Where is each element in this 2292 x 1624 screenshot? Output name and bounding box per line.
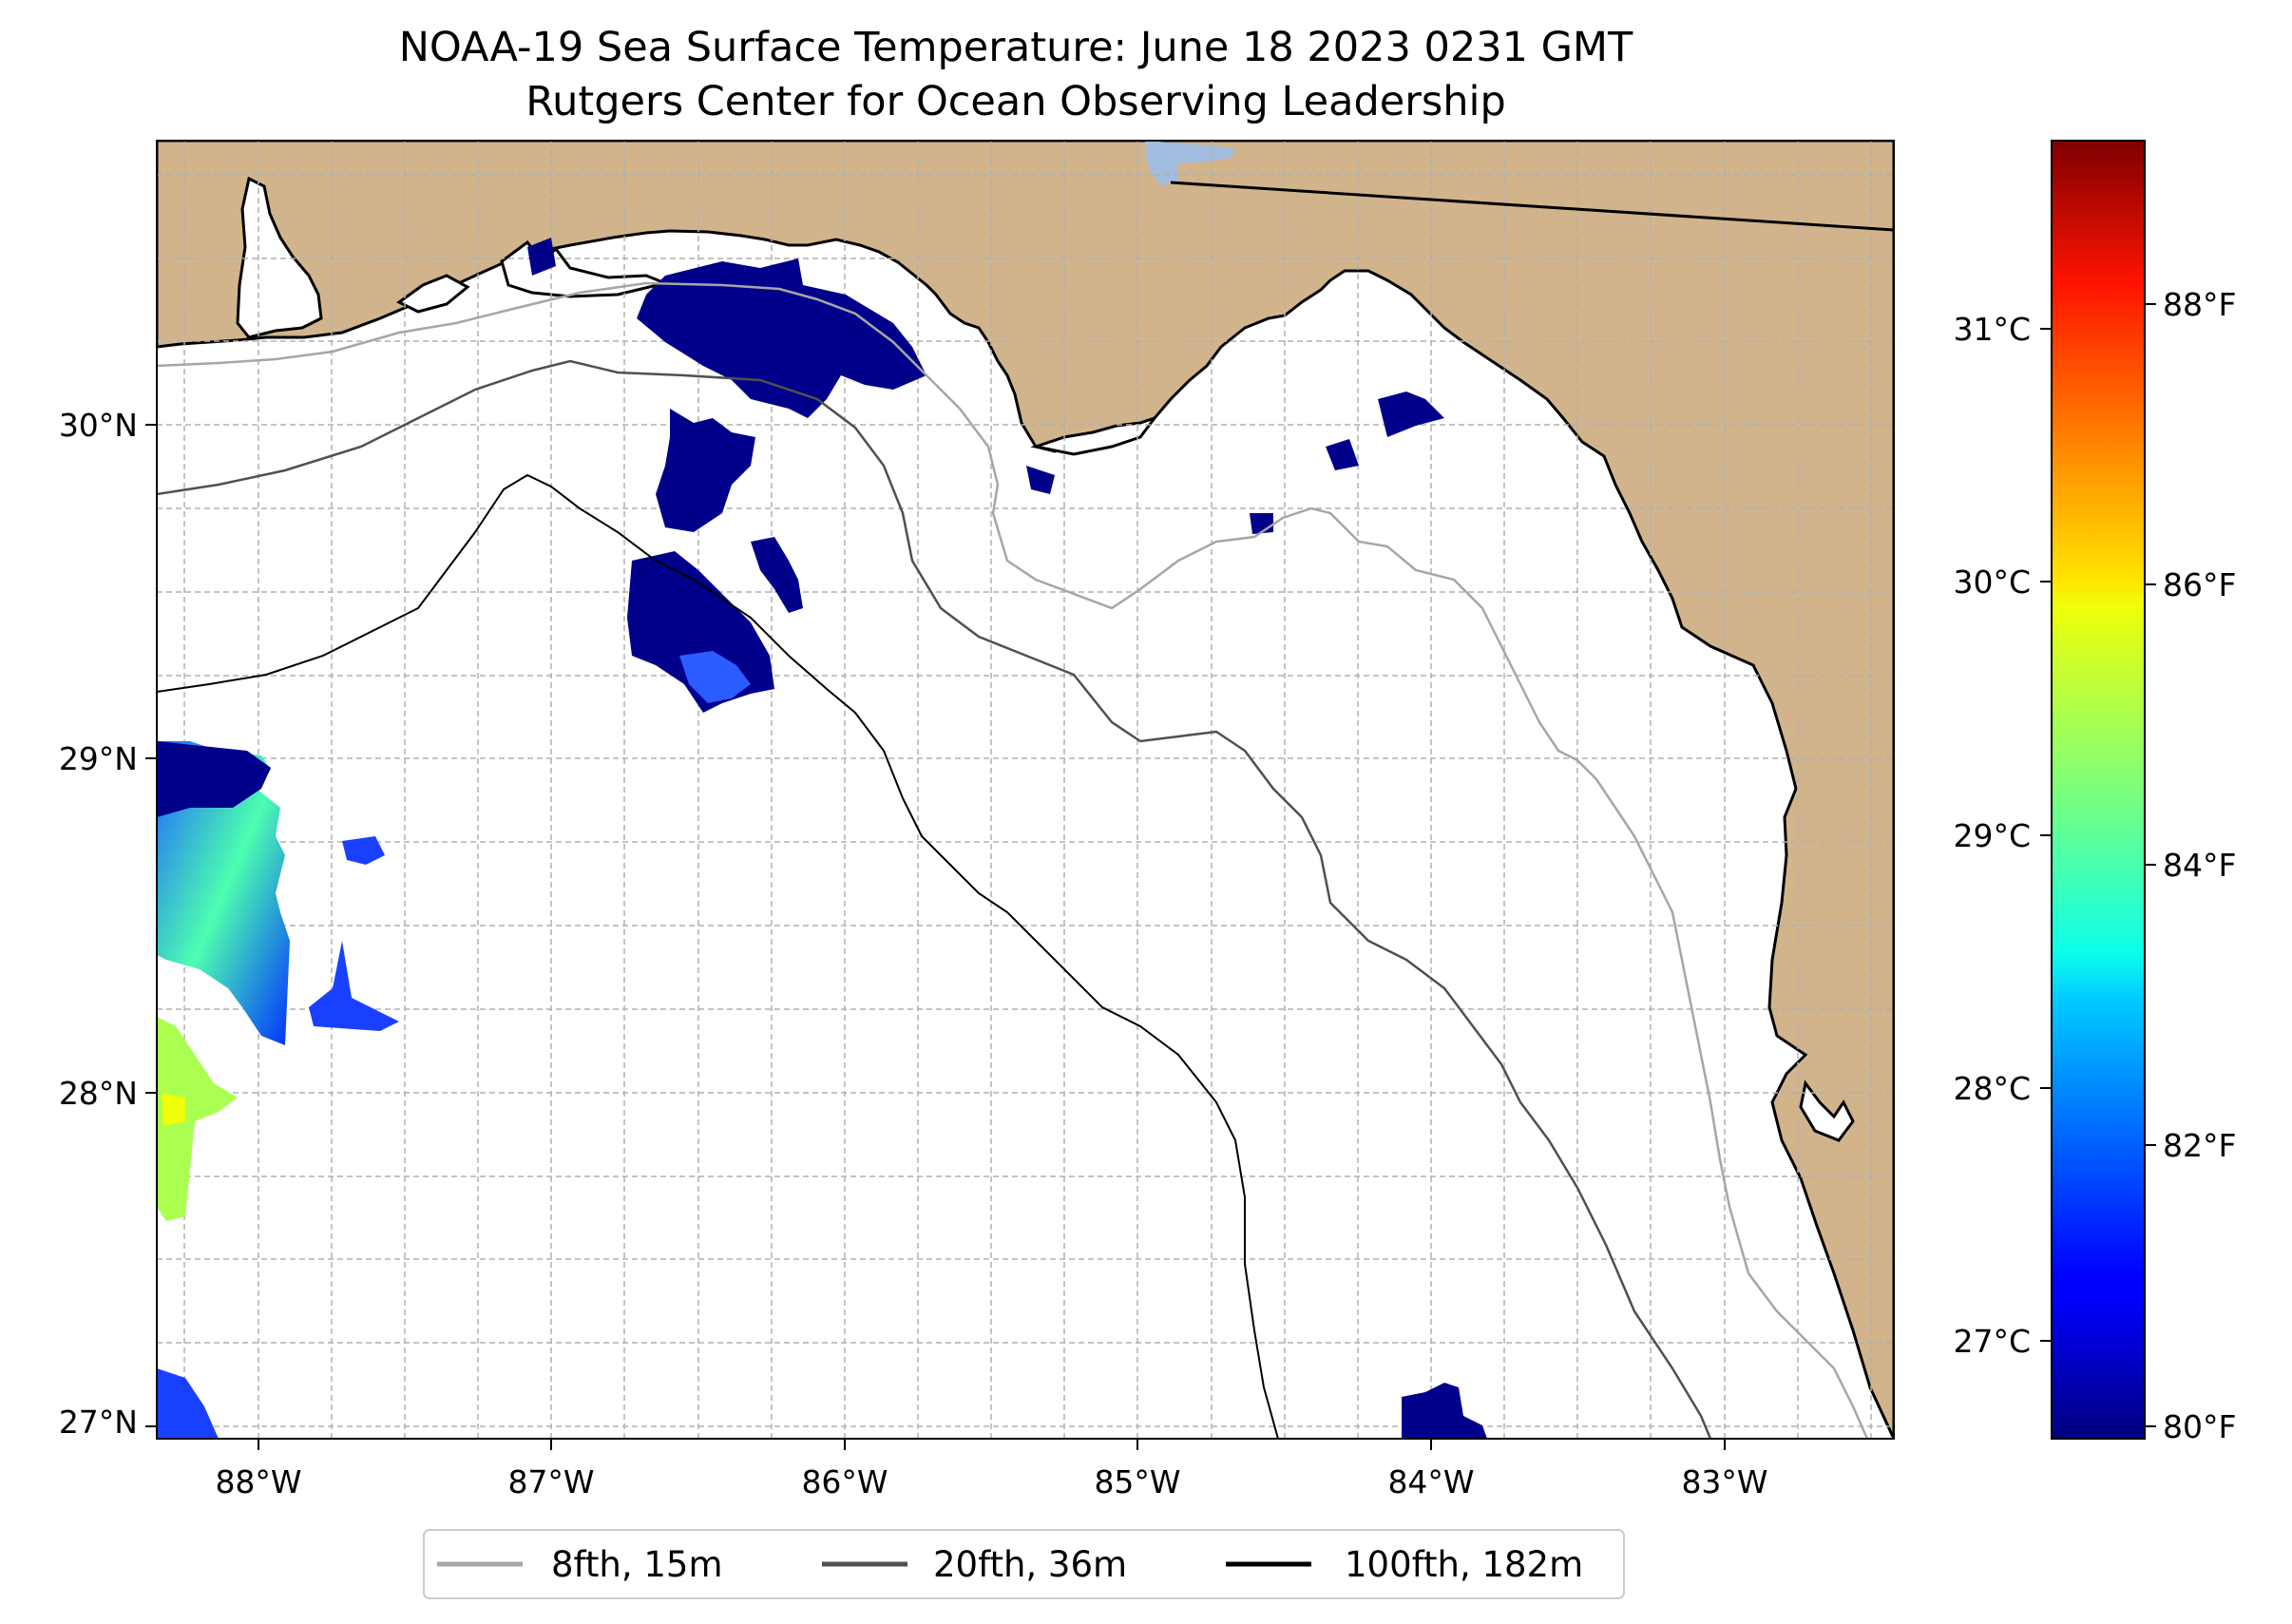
legend: 8fth, 15m 20fth, 36m 100fth, 182m <box>423 1529 1625 1599</box>
title-line-1: NOAA-19 Sea Surface Temperature: June 18… <box>399 24 1633 71</box>
sst-patch <box>637 258 926 418</box>
sst-patch <box>342 836 385 865</box>
sst-patch <box>1026 466 1055 494</box>
legend-label: 20fth, 36m <box>933 1544 1127 1585</box>
tampa-bay <box>1799 1079 1855 1142</box>
sst-patch <box>656 409 755 532</box>
x-axis <box>258 1439 1726 1450</box>
sst-patch <box>527 238 556 276</box>
y-tick-label: 27°N <box>59 1404 138 1441</box>
contour-8fth <box>157 281 1869 1439</box>
sst-patch <box>1378 392 1444 437</box>
apalachicola-bay <box>1030 415 1159 456</box>
colorbar-c-label: 31°C <box>1953 311 2031 348</box>
colorbar <box>2051 140 2146 1440</box>
colorbar-f-label: 82°F <box>2163 1127 2236 1164</box>
title-line-2: Rutgers Center for Ocean Observing Leade… <box>525 78 1506 125</box>
contour-100fth <box>157 473 1279 1439</box>
colorbar-c-label: 29°C <box>1953 817 2031 854</box>
sst-patch-warm <box>679 651 751 703</box>
land <box>157 141 1894 1439</box>
map-frame <box>156 140 1895 1440</box>
colorbar-f-label: 86°F <box>2163 566 2236 603</box>
map-area <box>157 141 1894 1439</box>
y-tick-label: 28°N <box>59 1075 138 1112</box>
sst-patch <box>157 741 290 1045</box>
sst-patch <box>1402 1383 1487 1439</box>
contour-20fth <box>157 359 1712 1439</box>
legend-label: 8fth, 15m <box>551 1544 723 1585</box>
colorbar-f-label: 84°F <box>2163 847 2236 884</box>
y-tick-label: 30°N <box>59 407 138 444</box>
colorbar-c-label: 30°C <box>1953 564 2031 601</box>
x-tick-label: 88°W <box>215 1463 301 1500</box>
sst-patch <box>157 1368 219 1439</box>
colorbar-c-label: 28°C <box>1953 1070 2031 1107</box>
sst-patch <box>1326 439 1359 470</box>
sst-patch <box>309 941 399 1031</box>
x-tick-label: 85°W <box>1094 1463 1180 1500</box>
colorbar-f-label: 88°F <box>2163 286 2236 323</box>
x-tick-label: 84°W <box>1387 1463 1474 1500</box>
y-axis <box>145 424 157 1427</box>
sst-patch-warm <box>157 1017 238 1221</box>
gridlines <box>157 141 1894 1439</box>
sst-patches <box>157 238 1487 1439</box>
legend-box <box>423 1529 1625 1599</box>
colorbar-ticks <box>2040 303 2156 1427</box>
sst-patch <box>751 537 803 613</box>
colorbar-c-label: 27°C <box>1953 1323 2031 1360</box>
sst-patch-warm <box>162 1093 185 1126</box>
sst-patch <box>157 741 271 817</box>
x-tick-label: 86°W <box>801 1463 888 1500</box>
x-tick-label: 83°W <box>1681 1463 1767 1500</box>
colorbar-f-label: 80°F <box>2163 1408 2236 1445</box>
x-tick-label: 87°W <box>507 1463 594 1500</box>
legend-label: 100fth, 182m <box>1345 1544 1583 1585</box>
pensacola-bay <box>396 274 470 314</box>
state-border <box>1170 181 1894 232</box>
y-tick-label: 29°N <box>59 740 138 777</box>
